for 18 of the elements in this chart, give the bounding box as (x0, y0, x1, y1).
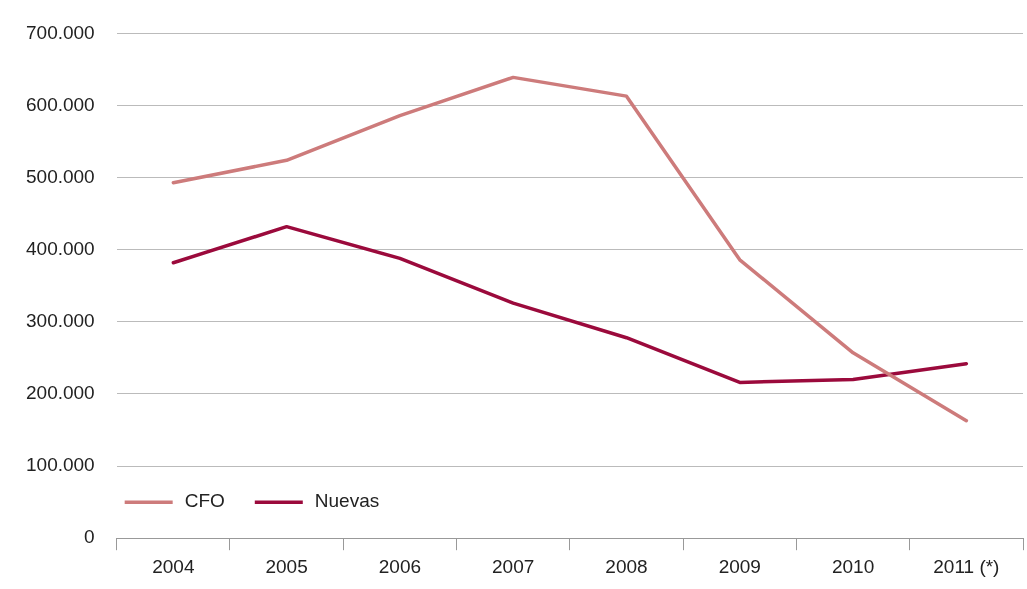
y-tick-label: 100.000 (25, 454, 95, 476)
y-tick-label: 500.000 (25, 165, 95, 187)
y-tick-label: 700.000 (25, 21, 95, 43)
x-tick-label: 2006 (378, 555, 422, 577)
legend-label: Nuevas (314, 490, 380, 512)
y-tick-label: 200.000 (25, 382, 95, 404)
y-tick-label: 600.000 (25, 93, 95, 115)
x-tick-label: 2008 (605, 555, 648, 577)
x-tick-label: 2009 (718, 555, 761, 577)
legend-label: CFO (184, 490, 225, 512)
x-tick-label: 2010 (831, 555, 875, 577)
y-tick-label: 0 (84, 526, 95, 548)
x-tick-label: 2005 (265, 555, 308, 577)
y-tick-label: 400.000 (25, 237, 95, 259)
x-tick-label: 2007 (492, 555, 535, 577)
y-tick-label: 300.000 (25, 310, 95, 332)
x-tick-label: 2011 (*) (933, 555, 1000, 577)
x-tick-label: 2004 (152, 555, 195, 577)
